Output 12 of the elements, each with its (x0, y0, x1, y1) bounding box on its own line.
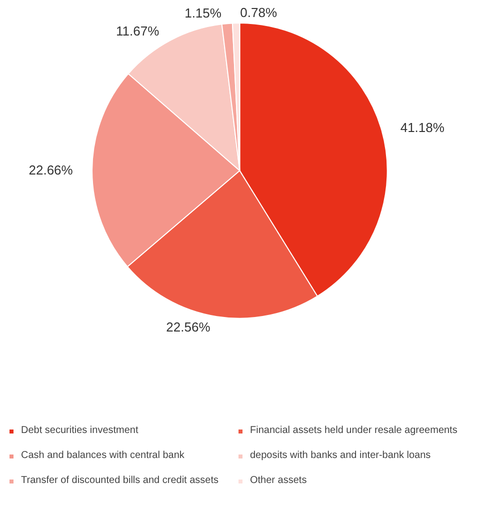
data-label: 41.18% (400, 120, 445, 135)
legend-label: Cash and balances with central bank (21, 450, 186, 461)
data-label: 22.66% (28, 162, 74, 178)
data-label: 1.15% (184, 6, 222, 21)
legend-label: Transfer of discounted bills and credit assets (21, 475, 220, 486)
data-label: 22.56% (166, 320, 211, 334)
data-label: 11.67% (116, 23, 160, 38)
legend-label: Debt securities investment (21, 425, 140, 436)
data-label: 0.78% (240, 5, 278, 20)
legend-label: deposits with banks and inter-bank loans (250, 450, 432, 461)
legend-label: Financial assets held under resale agreements (250, 425, 458, 436)
legend-label: Other assets (250, 475, 308, 486)
